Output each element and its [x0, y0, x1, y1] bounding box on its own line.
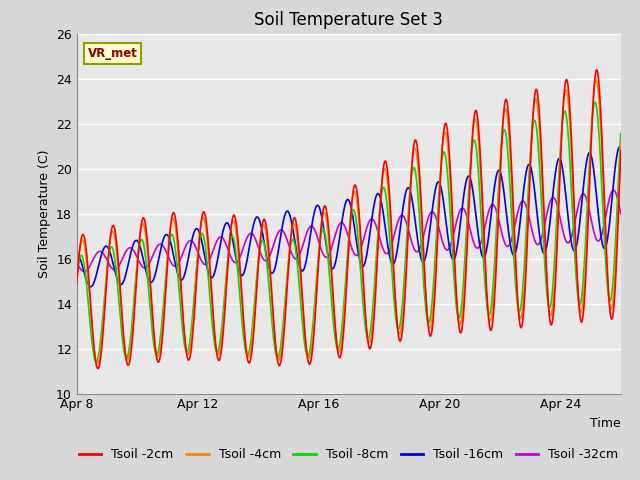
X-axis label: Time: Time	[590, 417, 621, 430]
Title: Soil Temperature Set 3: Soil Temperature Set 3	[254, 11, 444, 29]
Y-axis label: Soil Temperature (C): Soil Temperature (C)	[38, 149, 51, 278]
Text: VR_met: VR_met	[88, 47, 138, 60]
Legend: Tsoil -2cm, Tsoil -4cm, Tsoil -8cm, Tsoil -16cm, Tsoil -32cm: Tsoil -2cm, Tsoil -4cm, Tsoil -8cm, Tsoi…	[74, 443, 623, 466]
